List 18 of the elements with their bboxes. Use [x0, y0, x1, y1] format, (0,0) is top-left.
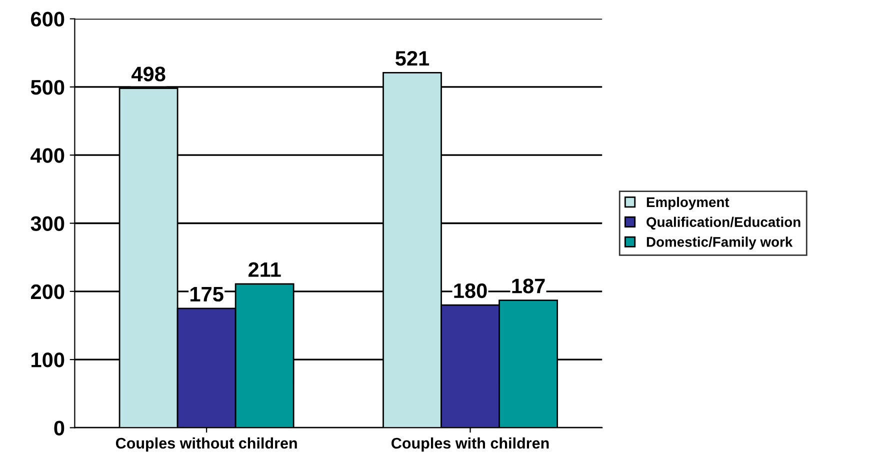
data-label: 180 [454, 283, 487, 298]
x-tick-label: Couples with children [392, 437, 549, 452]
data-label: 498 [131, 66, 166, 82]
legend-label: Employment [646, 196, 730, 210]
y-tick-label: 500 [30, 80, 64, 95]
data-label: 187 [512, 278, 545, 294]
data-label: 175 [190, 287, 224, 302]
y-tick-label: 400 [30, 148, 64, 163]
legend-label: Qualification/Education [646, 216, 800, 230]
y-tick-label: 300 [30, 216, 64, 232]
y-tick-label: 100 [32, 352, 64, 368]
legend-label: Domestic/Family work [646, 236, 793, 250]
x-tick-label: Couples without children [116, 437, 297, 452]
y-tick-label: 200 [30, 284, 64, 300]
data-label: 211 [248, 262, 281, 277]
y-tick-label: 600 [31, 12, 64, 27]
data-label: 521 [396, 50, 430, 66]
y-tick-label: 0 [54, 420, 64, 436]
